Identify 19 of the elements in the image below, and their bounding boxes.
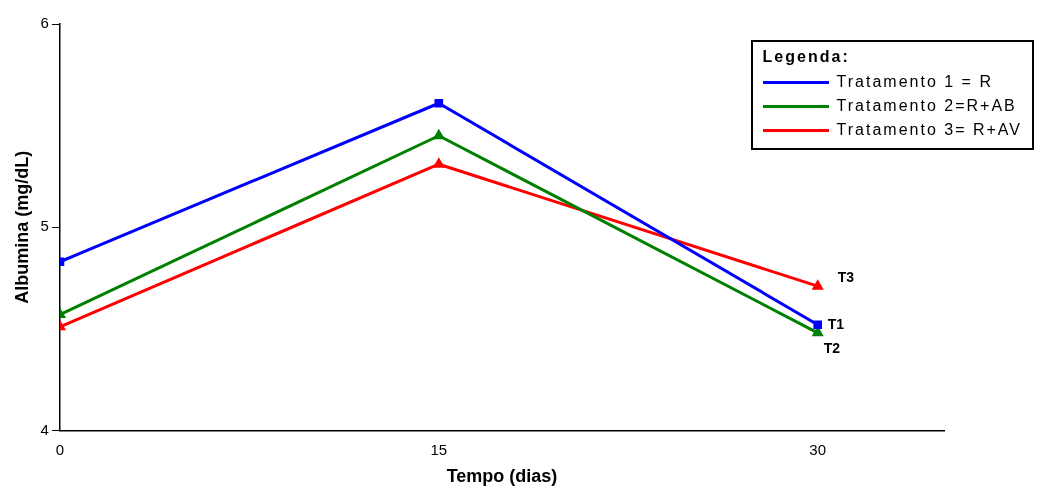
point	[813, 320, 823, 330]
y-tick-label: 4	[40, 420, 49, 438]
y-tick-label: 5	[40, 217, 49, 235]
point	[433, 158, 444, 168]
point	[434, 98, 444, 108]
x-tick-label: 15	[430, 440, 448, 458]
x-axis-title: Tempo (dias)	[446, 466, 558, 487]
legend-label: Tratamento 3= R+AV	[836, 121, 1022, 139]
legend-label: Tratamento 2=R+AB	[836, 97, 1017, 115]
annotation: T1	[827, 315, 845, 332]
y-tick-label: 6	[40, 14, 49, 32]
legend-label: Tratamento 1 = R	[836, 73, 993, 91]
annotation: T2	[823, 339, 841, 356]
annotation: T3	[837, 268, 855, 285]
point	[812, 280, 823, 290]
x-tick-label: 30	[809, 440, 827, 458]
legend-title: Legenda:	[762, 48, 851, 66]
x-tick-label: 0	[55, 440, 65, 458]
y-axis-title: Albumina (mg/dL)	[11, 150, 32, 304]
